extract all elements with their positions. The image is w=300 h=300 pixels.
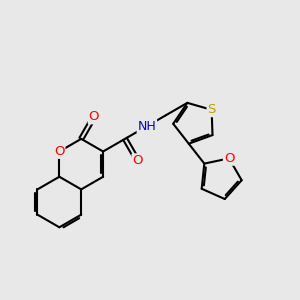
Text: O: O [224,152,234,165]
Text: O: O [88,110,99,124]
Text: NH: NH [137,120,156,133]
Text: O: O [132,154,143,167]
Text: S: S [207,103,216,116]
Text: O: O [54,145,64,158]
